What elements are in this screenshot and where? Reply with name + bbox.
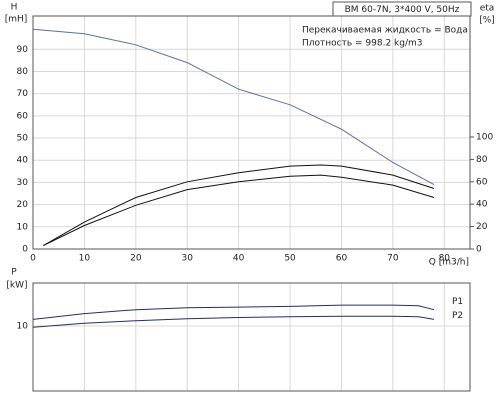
- y2-tick-label: 40: [476, 200, 488, 210]
- y2-tick-label: 20: [476, 222, 488, 232]
- annotation: Плотность = 998.2 kg/m3: [302, 39, 423, 49]
- y-tick-label: 70: [17, 89, 29, 99]
- y2-tick-label: 100: [476, 132, 493, 142]
- curve: [32, 304, 435, 320]
- y-tick-label: 0: [22, 245, 28, 255]
- curve: [43, 164, 435, 247]
- curve: [43, 174, 435, 247]
- y-label: P: [11, 268, 17, 278]
- y-tick-label: 30: [17, 178, 29, 188]
- y-unit: [kW]: [6, 281, 27, 291]
- annotation: Перекачиваемая жидкость = Вода: [302, 26, 468, 36]
- y-tick-label: 90: [17, 45, 29, 55]
- y2-tick-label: 80: [476, 155, 488, 165]
- y-tick-label: 60: [17, 111, 29, 121]
- x-tick-label: 60: [336, 254, 348, 264]
- y-tick-label: 10: [17, 222, 29, 232]
- y-tick-label: 20: [17, 200, 29, 210]
- x-tick-label: 70: [387, 254, 399, 264]
- y-tick-label: 10: [17, 321, 29, 331]
- curve: [32, 315, 435, 328]
- series-label: P2: [452, 311, 463, 321]
- x-tick-label: 40: [233, 254, 245, 264]
- x-tick-label: 50: [284, 254, 296, 264]
- y-unit: [mH]: [5, 15, 28, 25]
- curve: [32, 28, 435, 186]
- x-tick-label: 20: [130, 254, 142, 264]
- x-tick-label: 30: [182, 254, 194, 264]
- y2-tick-label: 60: [476, 177, 488, 187]
- x-tick-label: 80: [439, 254, 451, 264]
- y2-label: eta: [480, 4, 495, 14]
- x-label: Q [m3/h]: [429, 258, 469, 268]
- plot-frame: [32, 282, 471, 392]
- y2-unit: [%]: [479, 16, 495, 26]
- x-tick-label: 0: [30, 254, 36, 264]
- y-label: H: [11, 3, 18, 13]
- x-tick-label: 10: [79, 254, 91, 264]
- y-tick-label: 50: [17, 134, 29, 144]
- series-label: P1: [452, 297, 463, 307]
- plot-frame: [32, 15, 471, 250]
- y-tick-label: 80: [17, 67, 29, 77]
- chart-title: BM 60-7N, 3*400 V, 50Hz: [345, 5, 460, 15]
- y-tick-label: 40: [17, 156, 29, 166]
- y2-tick-label: 0: [476, 245, 482, 255]
